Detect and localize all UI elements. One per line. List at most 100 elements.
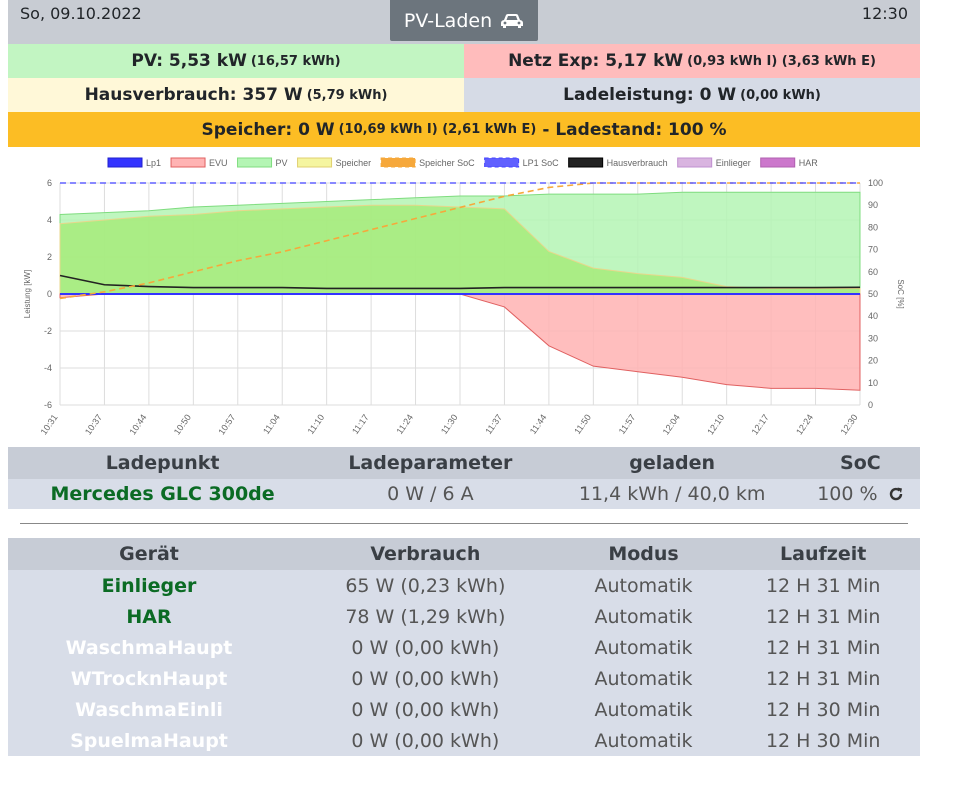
device-runtime: 12 H 30 Min: [726, 694, 920, 725]
legend-swatch: [760, 157, 796, 168]
legend-label: Hausverbrauch: [607, 158, 668, 168]
x-tick-label: 10:37: [83, 412, 104, 436]
ladepunkt-soc-cell: 100 %: [800, 479, 920, 509]
x-tick-label: 11:37: [483, 412, 504, 436]
y-tick-label: 2: [47, 252, 52, 262]
y2-axis-label: SoC [%]: [896, 279, 905, 308]
y-tick-label: -6: [44, 400, 52, 410]
x-tick-label: 11:04: [261, 412, 282, 436]
y2-tick-label: 10: [868, 378, 878, 388]
table-row[interactable]: WaschmaEinli 0 W (0,00 kWh) Automatik 12 H …: [8, 694, 920, 725]
y-tick-label: 4: [47, 215, 52, 225]
house-consumption-status: Hausverbrauch: 357 W (5,79 kWh): [8, 78, 464, 112]
device-name[interactable]: WTrocknHaupt: [8, 663, 291, 694]
table-row[interactable]: SpuelmaHaupt 0 W (0,00 kWh) Automatik 12 H …: [8, 725, 920, 756]
pv-value: PV: 5,53 kW: [131, 51, 247, 71]
x-tick-label: 11:50: [572, 412, 593, 436]
x-tick-label: 12:10: [705, 412, 726, 436]
device-name[interactable]: WaschmaEinli: [8, 694, 291, 725]
col-header: Modus: [560, 538, 727, 570]
y-axis-label: Leistung [kW]: [23, 270, 32, 318]
ladepunkt-name[interactable]: Mercedes GLC 300de: [8, 479, 318, 509]
device-consumption: 65 W (0,23 kWh): [290, 570, 561, 601]
device-name[interactable]: SpuelmaHaupt: [8, 725, 291, 756]
table-row[interactable]: HAR 78 W (1,29 kWh) Automatik 12 H 31 Min: [8, 601, 920, 632]
x-tick-label: 12:24: [794, 412, 815, 436]
charging-value: Ladeleistung: 0 W: [563, 85, 737, 105]
legend-label: Lp1: [146, 158, 161, 168]
charging-power-status: Ladeleistung: 0 W (0,00 kWh): [464, 78, 920, 112]
power-chart[interactable]: 6 4 2 0 -2 -4 -6 100 90 80 70 60 50 40 30 20 10 0 10:31 10:…: [8, 155, 920, 447]
device-mode: Automatik: [560, 632, 727, 663]
refresh-icon[interactable]: [888, 486, 904, 502]
device-name[interactable]: Einlieger: [8, 570, 291, 601]
device-mode: Automatik: [560, 570, 727, 601]
legend-label: HAR: [799, 158, 819, 168]
y2-tick-label: 50: [868, 289, 878, 299]
x-tick-label: 11:30: [439, 412, 460, 436]
ladepunkt-table: Ladepunkt Ladeparameter geladen SoC Merc…: [8, 447, 920, 509]
grid-status: Netz Exp: 5,17 kW (0,93 kWh I) (3,63 kWh…: [464, 44, 920, 78]
y2-tick-label: 60: [868, 267, 878, 277]
legend-swatch: [297, 157, 333, 168]
y-tick-label: -4: [44, 363, 52, 373]
table-row[interactable]: Einlieger 65 W (0,23 kWh) Automatik 12 H 31…: [8, 570, 920, 601]
table-row[interactable]: WaschmaHaupt 0 W (0,00 kWh) Automatik 12 H …: [8, 632, 920, 663]
col-header: Gerät: [8, 538, 291, 570]
x-tick-label: 11:44: [528, 412, 549, 436]
y2-tick-label: 40: [868, 311, 878, 321]
legend-swatch: [237, 157, 273, 168]
ladepunkt-soc: 100 %: [817, 483, 878, 505]
x-tick-label: 12:04: [661, 412, 682, 436]
y-tick-label: 0: [47, 289, 52, 299]
device-runtime: 12 H 31 Min: [726, 663, 920, 694]
x-tick-label: 10:31: [39, 412, 60, 436]
series-speicher-soc: [59, 182, 860, 300]
legend-swatch: [107, 157, 143, 168]
legend-swatch: [484, 157, 520, 168]
table-row[interactable]: Mercedes GLC 300de 0 W / 6 A 11,4 kWh / …: [8, 479, 920, 509]
legend-swatch: [568, 157, 604, 168]
ladepunkt-charged: 11,4 kWh / 40,0 km: [543, 479, 801, 509]
top-bar: So, 09.10.2022 PV-Laden 12:30: [8, 0, 920, 44]
charging-energy: (0,00 kWh): [740, 87, 821, 103]
device-consumption: 0 W (0,00 kWh): [290, 632, 561, 663]
geraete-table: Gerät Verbrauch Modus Laufzeit Einlieger…: [8, 538, 920, 756]
legend-label: LP1 SoC: [523, 158, 560, 168]
y2-tick-label: 70: [868, 245, 878, 255]
device-mode: Automatik: [560, 663, 727, 694]
device-runtime: 12 H 31 Min: [726, 632, 920, 663]
series-hausverbrauch: [59, 274, 861, 290]
grid-value: Netz Exp: 5,17 kW: [508, 51, 684, 71]
x-tick-label: 10:57: [216, 412, 237, 436]
device-runtime: 12 H 31 Min: [726, 601, 920, 632]
y2-tick-label: 80: [868, 222, 878, 232]
x-tick-label: 10:44: [127, 412, 148, 436]
device-runtime: 12 H 30 Min: [726, 725, 920, 756]
y2-tick-label: 0: [868, 400, 873, 410]
device-name[interactable]: WaschmaHaupt: [8, 632, 291, 663]
divider: [20, 523, 908, 524]
legend-label: PV: [276, 158, 288, 168]
x-tick-label: 10:50: [172, 412, 193, 436]
y2-tick-label: 90: [868, 200, 878, 210]
y-tick-label: 6: [47, 178, 52, 188]
device-runtime: 12 H 31 Min: [726, 570, 920, 601]
y2-tick-label: 100: [868, 178, 883, 188]
pv-status: PV: 5,53 kW (16,57 kWh): [8, 44, 464, 78]
col-header: SoC: [800, 447, 920, 479]
pv-energy: (16,57 kWh): [250, 53, 341, 69]
x-tick-label: 11:10: [306, 412, 327, 436]
house-energy: (5,79 kWh): [306, 87, 388, 103]
device-consumption: 0 W (0,00 kWh): [290, 725, 561, 756]
charge-mode-button[interactable]: PV-Laden: [390, 0, 538, 41]
x-tick-label: 12:17: [750, 412, 771, 436]
device-name[interactable]: HAR: [8, 601, 291, 632]
table-row[interactable]: WTrocknHaupt 0 W (0,00 kWh) Automatik 12 H …: [8, 663, 920, 694]
y2-tick-label: 20: [868, 356, 878, 366]
col-header: Verbrauch: [290, 538, 561, 570]
storage-value: Speicher: 0 W: [201, 119, 335, 140]
col-header: Ladepunkt: [8, 447, 318, 479]
legend-label: EVU: [209, 158, 228, 168]
col-header: geladen: [543, 447, 801, 479]
